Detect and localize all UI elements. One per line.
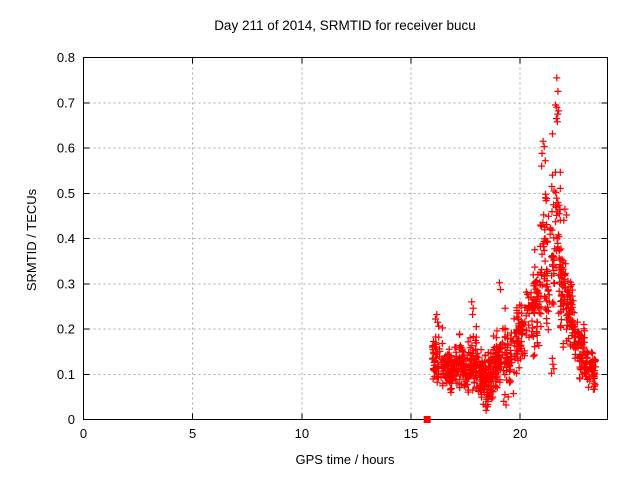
y-tick-label: 0.5 <box>57 186 75 201</box>
plot-border <box>83 57 608 420</box>
y-tick-label: 0.2 <box>57 322 75 337</box>
x-tick-label: 0 <box>80 426 87 441</box>
y-axis-label: SRMTID / TECUs <box>24 188 39 291</box>
y-tick-label: 0 <box>68 412 75 427</box>
x-tick-label: 5 <box>189 426 196 441</box>
gridlines <box>83 57 608 420</box>
y-tick-label: 0.6 <box>57 141 75 156</box>
x-tick-label: 15 <box>404 426 418 441</box>
srmtid-plus-markers <box>428 74 599 414</box>
x-tick-label: 20 <box>513 426 527 441</box>
y-tick-label: 0.1 <box>57 367 75 382</box>
y-tick-label: 0.7 <box>57 95 75 110</box>
chart-title: Day 211 of 2014, SRMTID for receiver buc… <box>214 18 476 33</box>
x-tick-label: 10 <box>295 426 309 441</box>
x-axis-label: GPS time / hours <box>296 452 395 467</box>
scatter-points <box>423 74 599 423</box>
y-tick-label: 0.8 <box>57 50 75 65</box>
y-tick-label: 0.4 <box>57 231 75 246</box>
y-tick-label: 0.3 <box>57 276 75 291</box>
axes: 0 5 10 15 20 0 0.1 0.2 0.3 0.4 0.5 0.6 0.7 0.8 <box>57 50 608 441</box>
start-marker-square <box>423 416 431 423</box>
